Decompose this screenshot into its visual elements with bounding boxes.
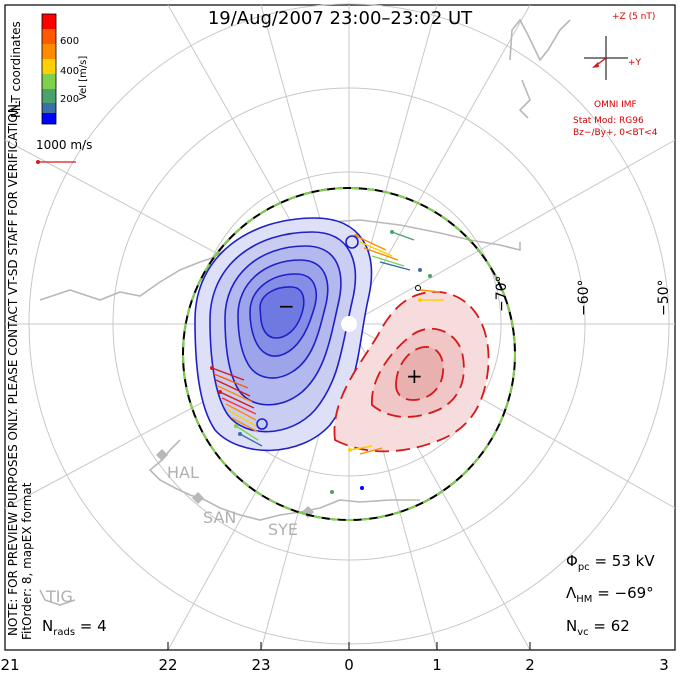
positive-convection-cell	[333, 291, 490, 453]
negative-convection-cell	[194, 217, 373, 452]
color-bar-tick-200: 200	[60, 94, 80, 105]
pole-marker	[341, 316, 357, 332]
site-label-tig: TIG	[46, 587, 73, 606]
n-rads-value: 4	[97, 617, 107, 635]
mlt-tick-1: 1	[432, 656, 442, 674]
imf-arrow-icon	[592, 62, 599, 68]
imf-model: Stat Mod: RG96	[573, 116, 644, 126]
phi-pc-value: 53 kV	[611, 552, 655, 570]
mlt-axis-ticks	[4, 642, 676, 650]
imf-source: OMNI IMF	[594, 100, 637, 110]
cell-marker-south	[256, 418, 268, 430]
mlt-tick-3: 3	[659, 656, 669, 674]
radar-count: Nrads = 4	[42, 617, 107, 638]
cross-polar-potential: Φpc = 53 kV	[566, 552, 655, 573]
vector-origins	[210, 230, 432, 494]
imf-y-label: +Y	[628, 58, 642, 68]
imf-z-label: +Z (5 nT)	[612, 12, 656, 22]
mlt-tick-23: 23	[251, 656, 271, 674]
map-title: 19/Aug/2007 23:00–23:02 UT	[207, 8, 473, 29]
site-label-hal: HAL	[167, 463, 199, 482]
mlt-tick-0: 0	[344, 656, 354, 674]
color-bar-tick-600: 600	[60, 36, 80, 47]
mlt-tick-2: 2	[525, 656, 535, 674]
velocity-vectors	[211, 231, 444, 455]
vector-count: Nvc = 62	[566, 617, 630, 638]
potential-max-marker: +	[406, 364, 423, 388]
cell-marker-small	[415, 285, 421, 291]
lambda-hm-value: −69°	[614, 584, 654, 602]
mlt-tick-21: 21	[0, 656, 20, 674]
site-label-san: SAN	[203, 508, 237, 527]
fit-order: FitOrder: 8, mapEX format	[20, 482, 34, 640]
site-label-sye: SYE	[268, 520, 299, 539]
potential-min-marker: −	[278, 294, 295, 318]
cell-marker-north	[345, 235, 359, 249]
color-bar-label: Vel [m/s]	[78, 55, 89, 100]
radar-site-markers	[156, 449, 314, 518]
hm-boundary-latitude: ΛHM = −69°	[566, 584, 654, 605]
plot-frame	[4, 4, 676, 651]
vector-scale-label: 1000 m/s	[36, 138, 93, 152]
latitude-label-60: −60°	[576, 279, 592, 316]
vector-scale-origin	[36, 160, 40, 164]
preview-note: NOTE: FOR PREVIEW PURPOSES ONLY. PLEASE …	[6, 100, 20, 636]
mlt-tick-22: 22	[158, 656, 178, 674]
imf-condition: Bz−/By+, 0<BT<4	[573, 128, 658, 138]
velocity-color-bar	[41, 13, 57, 125]
hm-boundary-green	[182, 187, 516, 521]
color-bar-tick-400: 400	[60, 66, 80, 77]
n-vc-value: 62	[610, 617, 630, 635]
latitude-label-50: −50°	[656, 279, 672, 316]
latitude-label-70: −70°	[494, 275, 510, 312]
